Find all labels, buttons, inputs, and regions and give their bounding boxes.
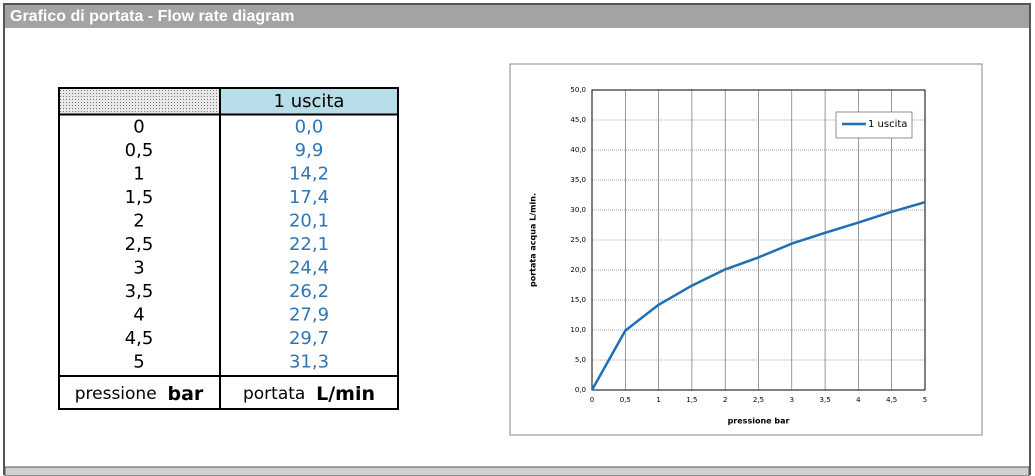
footer-unit: L/min [316,383,375,405]
x-tick-label: 3 [790,396,794,404]
x-axis-label: pressione bar [728,417,790,426]
x-tick-label: 5 [923,396,927,404]
footer-text: portata [243,384,305,404]
x-tick-label: 0 [590,396,594,404]
flow-cell: 26,2 [289,281,329,302]
x-tick-label: 0,5 [620,396,631,404]
bottom-bar [4,466,1030,476]
pressure-cell: 1,5 [125,187,154,208]
footer-cell: portata L/min [243,383,375,405]
x-tick-label: 1 [656,396,660,404]
title-bar [5,5,1029,28]
y-tick-label: 35,0 [570,176,586,184]
y-axis-label: portata acqua L/min. [529,193,538,287]
header-cell [220,88,398,114]
footer-text: pressione [75,384,157,404]
pressure-cell: 4 [133,304,144,325]
legend-label: 1 uscita [868,119,907,130]
y-tick-label: 25,0 [570,236,586,244]
table [58,87,399,410]
pressure-cell: 5 [133,351,144,372]
flow-cell: 20,1 [289,211,329,232]
flow-cell: 17,4 [289,187,329,208]
footer-cell: pressione bar [75,383,204,405]
footer-unit: bar [167,383,203,405]
pressure-cell: 0 [133,117,144,138]
y-tick-label: 0,0 [575,386,586,394]
flow-cell: 29,7 [289,328,329,349]
y-tick-label: 20,0 [570,266,586,274]
header-cell-empty [59,88,220,114]
x-tick-label: 4 [856,396,861,404]
y-tick-label: 30,0 [570,206,586,214]
x-tick-label: 1,5 [686,396,697,404]
pressure-cell: 3,5 [125,281,154,302]
pressure-cell: 1 [133,164,144,185]
flow-cell: 27,9 [289,304,329,325]
flow-cell: 22,1 [289,234,329,255]
plot-area [591,89,926,391]
x-tick-label: 2 [723,396,727,404]
y-tick-label: 45,0 [570,116,586,124]
pressure-cell: 3 [133,257,144,278]
page-title: Grafico di portata - Flow rate diagram [10,8,295,25]
x-tick-label: 3,5 [820,396,831,404]
pressure-cell: 2 [133,211,144,232]
data-line [590,200,926,391]
flow-cell: 31,3 [289,351,329,372]
table-border [58,87,399,410]
pressure-cell: 0,5 [125,140,154,161]
pressure-cell: 2,5 [125,234,154,255]
pressure-cell: 4,5 [125,328,154,349]
y-tick-label: 50,0 [570,86,586,94]
flow-cell: 0,0 [295,117,324,138]
flow-cell: 9,9 [295,140,324,161]
x-tick-label: 2,5 [753,396,764,404]
x-tick-label: 4,5 [886,396,897,404]
y-tick-label: 40,0 [570,146,586,154]
y-tick-label: 5,0 [575,356,586,364]
flow-cell: 24,4 [289,257,329,278]
flow-cell: 14,2 [289,164,329,185]
header-label: 1 uscita [274,91,345,112]
y-tick-label: 15,0 [570,296,586,304]
y-tick-label: 10,0 [570,326,586,334]
